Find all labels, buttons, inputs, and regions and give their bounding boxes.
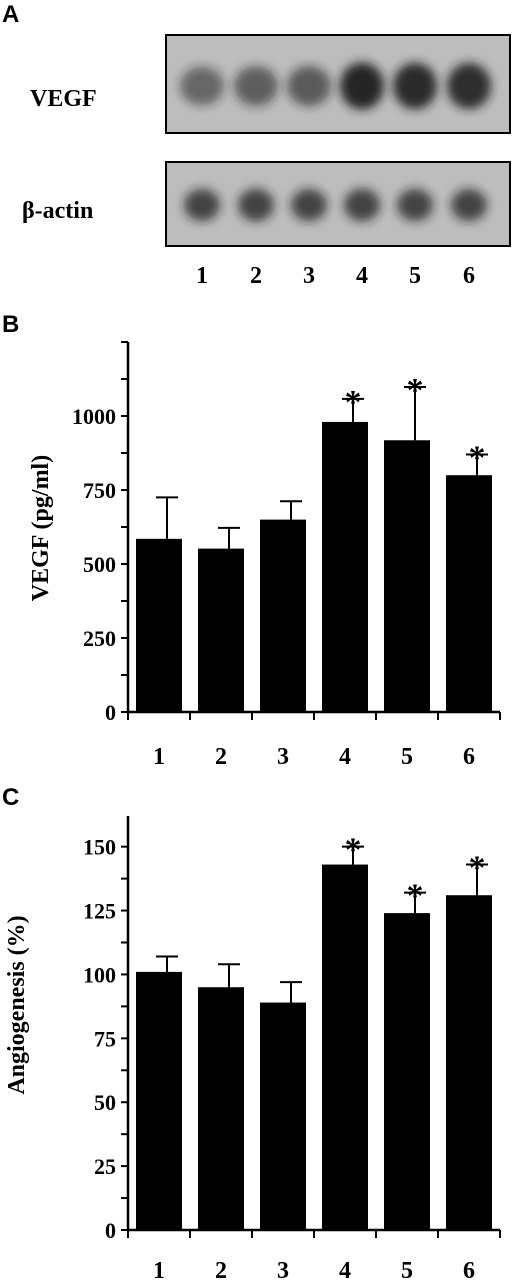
panel-c-category-label-2: 2 — [215, 1258, 227, 1280]
panel-b-bar-3 — [260, 519, 306, 712]
panel-c-significance-star-5: * — [407, 878, 424, 915]
band-lane-3 — [291, 188, 327, 222]
band-lane-6 — [447, 63, 491, 109]
panel-b-bar-2 — [198, 548, 244, 712]
band-lane-5 — [393, 62, 437, 110]
panel-c-bar-5 — [384, 913, 430, 1230]
panel-b-category-label-2: 2 — [215, 744, 227, 770]
panel-b-bar-5 — [384, 440, 430, 712]
panel-b-bar-6 — [446, 475, 492, 712]
panel-c-significance-star-6: * — [469, 850, 486, 887]
panel-c-category-label-3: 3 — [277, 1258, 289, 1280]
band-lane-6 — [451, 188, 487, 222]
panel-c-y-tick-label: 25 — [94, 1154, 116, 1179]
panel-c-significance-star-4: * — [345, 832, 362, 869]
panel-b-bar-1 — [136, 538, 182, 712]
panel-b-y-tick-label: 1000 — [72, 404, 116, 429]
panel-c-y-tick-label: 125 — [83, 899, 116, 924]
band-lane-4 — [344, 188, 380, 222]
lane-label-1: 1 — [196, 263, 208, 289]
panel-c-chart: 0 25 50 75 100 125 150 1 2 3 * 4 * 5 * 6 — [83, 816, 501, 1280]
panel-b-y-tick-label: 500 — [83, 552, 116, 577]
lane-label-5: 5 — [409, 263, 421, 289]
band-lane-2 — [238, 188, 274, 222]
panel-c-y-tick-label: 100 — [83, 962, 116, 987]
lane-label-2: 2 — [250, 263, 262, 289]
panel-c-category-label-4: 4 — [339, 1258, 351, 1280]
panel-b-category-label-4: 4 — [339, 744, 351, 770]
panel-b-label: B — [2, 311, 19, 338]
blot-label-vegf: VEGF — [30, 86, 97, 112]
panel-b-category-label-6: 6 — [463, 744, 475, 770]
panel-b-y-tick-label: 250 — [83, 626, 116, 651]
panel-b-y-tick-label: 750 — [83, 478, 116, 503]
vegf-bands — [180, 62, 491, 110]
band-lane-4 — [340, 62, 384, 110]
panel-b-y-tick-label: 0 — [105, 700, 116, 725]
band-lane-5 — [397, 188, 433, 222]
panel-a-label: A — [2, 1, 19, 28]
panel-b-significance-star-4: * — [345, 384, 362, 421]
band-lane-3 — [287, 65, 331, 107]
panel-c-category-label-1: 1 — [153, 1258, 165, 1280]
panel-c-bar-6 — [446, 895, 492, 1230]
panel-b: B VEGF (pg/ml) 0 250 500 750 1000 1 2 3 * 4 * 5 * 6 — [2, 311, 501, 770]
panel-c-bar-2 — [198, 987, 244, 1230]
panel-c-bar-3 — [260, 1002, 306, 1230]
panel-c-category-label-6: 6 — [463, 1258, 475, 1280]
panel-c-bar-1 — [136, 971, 182, 1230]
lane-labels: 1 2 3 4 5 6 — [196, 263, 475, 289]
panel-a: A VEGF β-actin 1 2 3 4 5 6 — [2, 1, 511, 289]
panel-c: C Angiogenesis (%) 0 25 50 75 100 125 150 1 2 3 * 4… — [2, 784, 501, 1280]
panel-c-y-tick-label: 50 — [94, 1090, 116, 1115]
panel-b-significance-star-5: * — [407, 372, 424, 409]
blot-label-beta-actin: β-actin — [22, 198, 93, 224]
lane-label-4: 4 — [356, 263, 368, 289]
panel-b-bar-4 — [322, 421, 368, 712]
beta-actin-bands — [184, 188, 487, 222]
panel-b-category-label-1: 1 — [153, 744, 165, 770]
panel-c-label: C — [2, 784, 19, 811]
panel-c-category-label-5: 5 — [401, 1258, 413, 1280]
panel-c-y-tick-label: 0 — [105, 1218, 116, 1243]
panel-c-y-tick-label: 150 — [83, 835, 116, 860]
band-lane-1 — [184, 188, 220, 222]
lane-label-6: 6 — [463, 263, 475, 289]
panel-b-category-label-3: 3 — [277, 744, 289, 770]
panel-b-y-axis-title: VEGF (pg/ml) — [28, 455, 54, 601]
panel-b-significance-star-6: * — [469, 439, 486, 476]
band-lane-1 — [180, 66, 224, 106]
panel-c-y-axis-title: Angiogenesis (%) — [4, 915, 30, 1094]
lane-label-3: 3 — [303, 263, 315, 289]
panel-b-chart: 0 250 500 750 1000 1 2 3 * 4 * 5 * 6 — [72, 341, 501, 770]
panel-c-y-tick-label: 75 — [94, 1026, 116, 1051]
panel-c-bar-4 — [322, 864, 368, 1230]
panel-b-category-label-5: 5 — [401, 744, 413, 770]
band-lane-2 — [234, 66, 278, 106]
